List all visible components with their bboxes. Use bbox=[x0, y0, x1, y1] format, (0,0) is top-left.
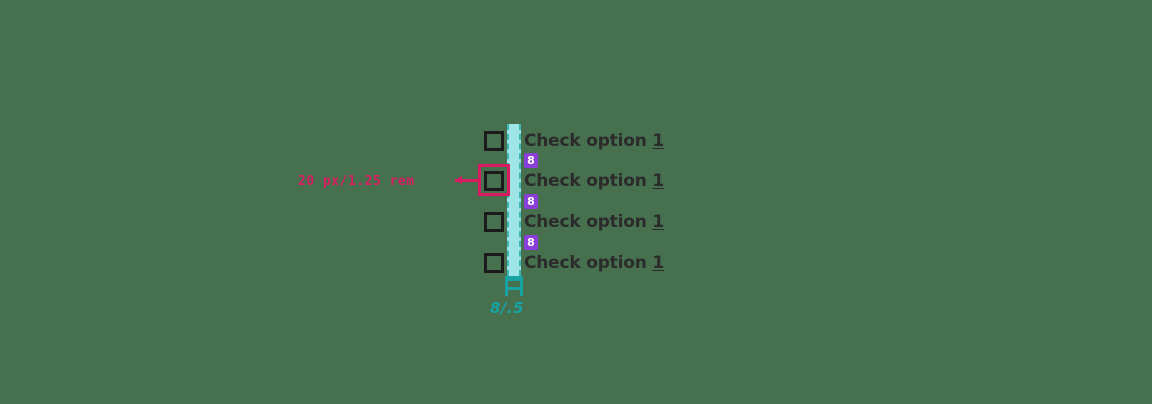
checkbox-label-number-4: 1 bbox=[652, 253, 664, 273]
checkbox-row[interactable] bbox=[484, 170, 504, 192]
checkbox-label-3: Check option 1 bbox=[524, 211, 664, 233]
checkbox-label-text-1: Check option bbox=[524, 131, 653, 151]
gap-badge-2: 8 bbox=[524, 194, 538, 209]
dimension-marker-value: 8/.5 bbox=[490, 299, 525, 317]
size-annotation-label: 20 px/1.25 rem bbox=[298, 174, 415, 189]
checkbox-input-4[interactable] bbox=[484, 253, 504, 273]
dimension-marker-top-cap bbox=[505, 276, 523, 281]
checkbox-label-text-3: Check option bbox=[524, 212, 653, 232]
checkbox-label-text-2: Check option bbox=[524, 171, 653, 191]
checkbox-input-3[interactable] bbox=[484, 212, 504, 232]
checkbox-row[interactable] bbox=[484, 130, 504, 152]
checkbox-label-4: Check option 1 bbox=[524, 252, 664, 274]
checkbox-label-2: Check option 1 bbox=[524, 170, 664, 192]
checkbox-row[interactable] bbox=[484, 211, 504, 233]
checkbox-row[interactable] bbox=[484, 252, 504, 274]
checkbox-label-number-2: 1 bbox=[652, 171, 664, 191]
checkbox-label-number-1: 1 bbox=[652, 131, 664, 151]
checkbox-label-1: Check option 1 bbox=[524, 130, 664, 152]
gap-badge-3: 8 bbox=[524, 235, 538, 250]
checkbox-input-2[interactable] bbox=[484, 171, 504, 191]
size-annotation-arrow-icon bbox=[455, 176, 462, 184]
gap-badge-1: 8 bbox=[524, 153, 538, 168]
checkbox-input-1[interactable] bbox=[484, 131, 504, 151]
checkbox-label-number-3: 1 bbox=[652, 212, 664, 232]
dimension-marker-crossbar bbox=[505, 287, 523, 290]
checkbox-label-text-4: Check option bbox=[524, 253, 653, 273]
size-annotation-leader-line bbox=[455, 179, 479, 182]
spacing-band bbox=[507, 124, 521, 276]
